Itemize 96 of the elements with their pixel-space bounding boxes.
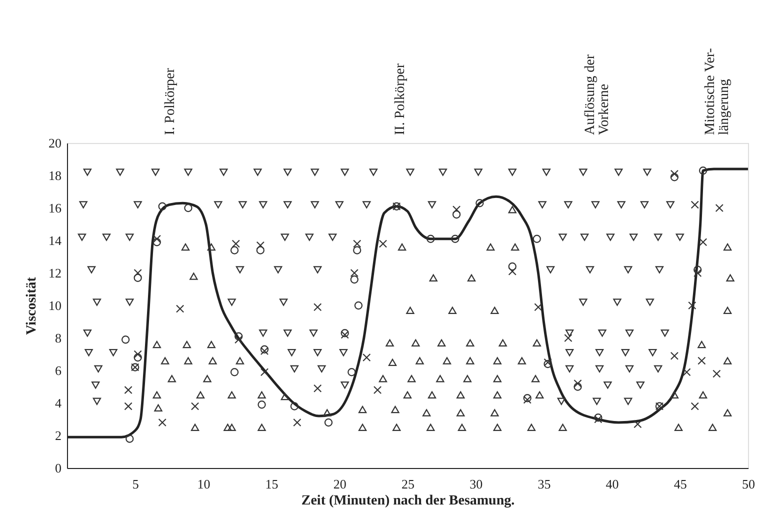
y-tick-label: 14 [48,233,62,248]
point [574,382,582,391]
point [176,304,184,313]
point [260,368,269,376]
point [690,200,699,209]
x-tick-label: 25 [402,476,414,492]
x-tick-label: 20 [333,476,346,492]
y-tick-label: 16 [48,200,62,216]
text: Auflösung der Vorkerne [583,54,612,135]
point [698,238,708,246]
point [354,301,363,310]
y-tick-label: 18 [48,168,62,183]
point [373,386,382,394]
point [451,234,460,243]
point [532,234,541,243]
point [260,346,269,356]
point [353,246,362,254]
point [348,368,356,376]
point [350,268,358,278]
point [124,386,132,394]
point [158,202,166,210]
point [452,206,461,214]
x-tick-label: 50 [742,476,755,492]
y-tick-label: 20 [48,136,62,150]
x-axis-title: Zeit (Minuten) nach der Besamung. [301,494,515,508]
point [152,238,161,246]
point [508,262,516,271]
point [324,418,333,427]
point [256,241,264,250]
text: II. Polkörper [393,63,408,135]
point [362,353,371,362]
point [314,303,322,312]
point [670,173,679,182]
point [508,267,516,276]
y-tick-label: 6 [55,363,62,378]
point [694,268,702,278]
x-tick-label: 30 [470,476,483,492]
point [670,170,679,178]
point [184,204,192,212]
point [260,345,269,354]
point [190,402,200,410]
point [234,332,243,340]
point [534,303,542,312]
point [698,166,708,175]
point [234,336,243,344]
point [134,353,142,362]
x-tick-label: 35 [538,476,551,492]
text: I. Polkörper [162,68,178,135]
y-tick-label: 12 [48,266,62,280]
point [715,204,724,212]
text: Mitotische Ver- längerung [702,48,732,135]
point [134,268,142,278]
x-tick-label: 45 [674,476,687,492]
point [232,240,240,248]
x-tick-label: 40 [606,476,619,492]
y-tick-label: 10 [48,298,62,313]
point [230,246,239,254]
point [690,402,699,410]
y-axis-title: Viscosität [24,276,40,335]
point [290,402,299,410]
point [670,352,679,360]
point [124,402,132,410]
point [712,370,721,378]
point [158,418,166,427]
point [134,350,142,358]
point [688,301,696,310]
point [452,210,461,219]
x-tick-label: 15 [265,476,278,492]
y-tick-label: 2 [55,428,62,443]
point [152,234,161,243]
point [476,199,484,208]
point [230,368,239,376]
point [698,356,706,365]
point [544,360,552,368]
y-tick-label: 4 [55,396,62,410]
point [258,400,266,409]
x-tick-label: 10 [197,476,210,492]
point [634,420,642,428]
y-tick-label: 8 [55,330,62,346]
point [378,240,388,248]
point [126,434,134,443]
x-tick-label: 5 [132,476,139,492]
point [293,418,302,427]
point [314,384,322,392]
point [574,379,582,388]
point [134,274,142,282]
point [350,275,358,284]
point [256,246,264,254]
point [544,358,552,366]
point [353,240,362,248]
y-tick-label: 0 [55,460,62,476]
point [694,266,702,274]
point [682,368,691,376]
point [564,334,572,342]
point [426,234,435,243]
point [121,336,130,344]
